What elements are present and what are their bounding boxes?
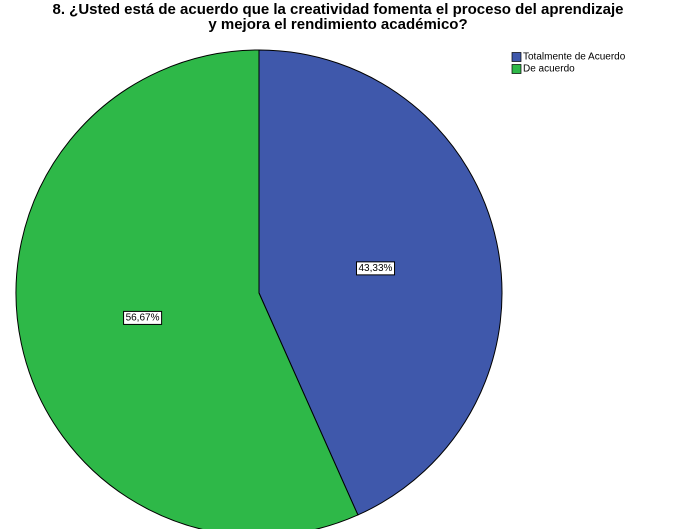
pie-slice: [15, 49, 359, 529]
chart-title: y mejora el rendimiento académico?: [208, 16, 467, 33]
legend-swatch: [511, 52, 522, 62]
value-label-box: [356, 261, 396, 276]
chart-title: 8. ¿Usted está de acuerdo que la creativ…: [52, 1, 623, 18]
value-label: 56,67%: [126, 312, 160, 323]
pie-slice: [258, 49, 503, 516]
legend-swatch: [511, 64, 522, 74]
legend-label: De acuerdo: [523, 64, 575, 75]
value-label-box: [123, 310, 163, 325]
legend-label: Totalmente de Acuerdo: [523, 52, 626, 63]
value-label: 43,33%: [359, 263, 393, 274]
